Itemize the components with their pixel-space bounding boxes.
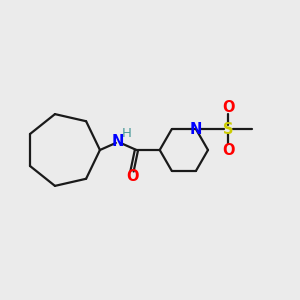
Text: O: O [222, 100, 235, 115]
Text: S: S [223, 122, 234, 136]
Text: N: N [190, 122, 202, 136]
Text: N: N [112, 134, 124, 149]
Text: O: O [126, 169, 138, 184]
Text: H: H [122, 127, 131, 140]
Text: O: O [222, 143, 235, 158]
